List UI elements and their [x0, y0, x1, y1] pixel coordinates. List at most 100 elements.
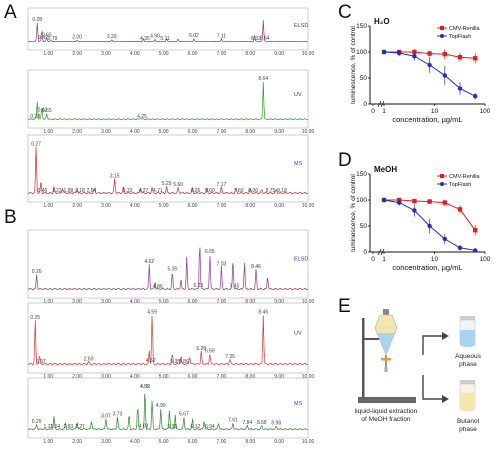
- peak-label: 4.86: [153, 284, 163, 290]
- legend-marker: [440, 26, 444, 30]
- x-tick-label: 8.00: [245, 203, 255, 209]
- x-tick-label: 9.00: [274, 374, 284, 380]
- data-point: [457, 207, 463, 212]
- chart-title: H₂O: [374, 17, 390, 26]
- x-tick-label: 1: [382, 256, 386, 263]
- x-tick-label: 8.00: [245, 129, 255, 135]
- peak-label: 8.75: [266, 188, 276, 194]
- data-point: [473, 56, 478, 61]
- trace-line: [27, 315, 309, 366]
- legend-label: TopFlash: [449, 182, 471, 188]
- x-tick-label: 3.00: [101, 203, 111, 209]
- peak-label: 5.35: [167, 267, 177, 273]
- peak-label: 6.94: [205, 424, 215, 430]
- data-point: [473, 227, 478, 233]
- data-point: [427, 51, 432, 56]
- x-tick-label: 9.00: [274, 203, 284, 209]
- plot-frame: [27, 302, 309, 374]
- y-tick-label: 100: [356, 197, 367, 204]
- chart-title: MeOH: [374, 165, 397, 174]
- extraction-caption-line1: liquid-liquid extraction: [355, 408, 418, 415]
- peak-label: 4.99: [156, 403, 166, 409]
- peak-label: 0.42: [38, 35, 48, 41]
- peak-label: 4.52: [140, 384, 150, 390]
- peak-label: 1.64: [51, 424, 61, 430]
- peak-label: 6.23: [193, 283, 203, 289]
- x-tick-label: 3.00: [101, 374, 111, 380]
- x-tick-label: 1.00: [43, 439, 53, 445]
- data-point: [442, 200, 448, 205]
- x-tick-label: 10.00: [302, 203, 315, 209]
- x-tick-label: 8.00: [245, 299, 255, 305]
- y-axis-label: luminescence, % of control: [350, 174, 357, 252]
- arrow-to-aqueous: [422, 335, 442, 355]
- y-tick-label: 0: [363, 101, 367, 108]
- legend-label: CMV-Renilla: [449, 174, 481, 180]
- x-tick-label: 5.00: [159, 439, 169, 445]
- x-tick-label: 5.00: [159, 129, 169, 135]
- peak-label: 6.65: [205, 249, 215, 255]
- x-tick-label: 0: [371, 256, 375, 263]
- x-tick-label: 8.00: [245, 439, 255, 445]
- aqueous-label-line1: Aqueous: [455, 353, 481, 360]
- x-tick-label: 2.00: [72, 203, 82, 209]
- x-tick-label: 5.00: [159, 51, 169, 57]
- y-axis-label: luminescence, % of control: [350, 26, 357, 104]
- x-tick-label: 6.00: [188, 439, 198, 445]
- peak-label: 0.26: [32, 269, 42, 275]
- x-tick-label: 10.00: [302, 51, 315, 57]
- y-tick-label: 0: [363, 249, 367, 256]
- peak-label: 6.02: [189, 33, 199, 39]
- legend-marker: [440, 174, 444, 178]
- peak-label: 0.79: [48, 36, 58, 42]
- x-tick-label: 10.00: [302, 299, 315, 305]
- peak-label: 6.28: [196, 346, 206, 352]
- chromatogram-a-ms: 0.27 0.46 1.23 1.88 2.18 2.54 3.15 3.33 4.27 4.71…: [27, 134, 315, 209]
- plot-frame: [27, 229, 309, 299]
- x-tick-label: 4.00: [130, 129, 140, 135]
- peak-label: 1.23: [52, 188, 62, 194]
- data-point: [457, 55, 463, 60]
- peak-label: 8.46: [251, 264, 261, 270]
- x-tick-label: 100: [480, 256, 491, 263]
- x-tick-label: 1.00: [43, 374, 53, 380]
- peak-label: 7.84: [243, 420, 253, 426]
- x-tick-label: 5.00: [159, 203, 169, 209]
- peak-label: 3.33: [107, 34, 117, 40]
- x-tick-label: 1.00: [43, 299, 53, 305]
- peak-label: 7.60: [234, 188, 244, 194]
- x-tick-label: 6.00: [188, 203, 198, 209]
- butanol-label-line2: phase: [459, 426, 477, 433]
- x-tick-label: 8.00: [245, 374, 255, 380]
- peak-label: 4.03: [139, 423, 149, 429]
- axis-break: [380, 248, 385, 256]
- peak-label: 4.35: [140, 36, 150, 42]
- peak-label: 7.17: [217, 182, 227, 188]
- x-tick-label: 10.00: [302, 439, 315, 445]
- x-tick-label: 4.00: [130, 374, 140, 380]
- peak-label: 7.35: [225, 354, 235, 360]
- x-tick-label: 6.00: [188, 374, 198, 380]
- trace-label: ELSD: [294, 257, 308, 263]
- x-tick-label: 1.00: [43, 51, 53, 57]
- y-tick-label: 50: [360, 223, 368, 230]
- data-point: [473, 94, 478, 99]
- stand-base: [358, 397, 416, 403]
- peak-label: 8.58: [257, 420, 267, 426]
- peak-label: 7.45: [230, 283, 240, 289]
- aqueous-label-line2: phase: [459, 361, 477, 368]
- peak-label: 8.06: [248, 188, 258, 194]
- trace-label: ELSD: [294, 23, 308, 29]
- chromatogram-a-elsd: 0.28 0.420.650.79 2.00 3.33 4.35 4.90 5.11 6.02…: [27, 7, 315, 57]
- peak-label: 4.62: [144, 259, 154, 265]
- trace-line: [27, 146, 309, 195]
- x-tick-label: 6.00: [188, 299, 198, 305]
- x-tick-label: 3.00: [101, 299, 111, 305]
- trace-label: UV: [294, 331, 302, 337]
- x-tick-label: 1.00: [43, 129, 53, 135]
- legend-marker: [440, 182, 444, 186]
- data-point: [442, 73, 448, 78]
- peak-label: 0.65: [42, 108, 52, 114]
- trace-line: [27, 20, 308, 43]
